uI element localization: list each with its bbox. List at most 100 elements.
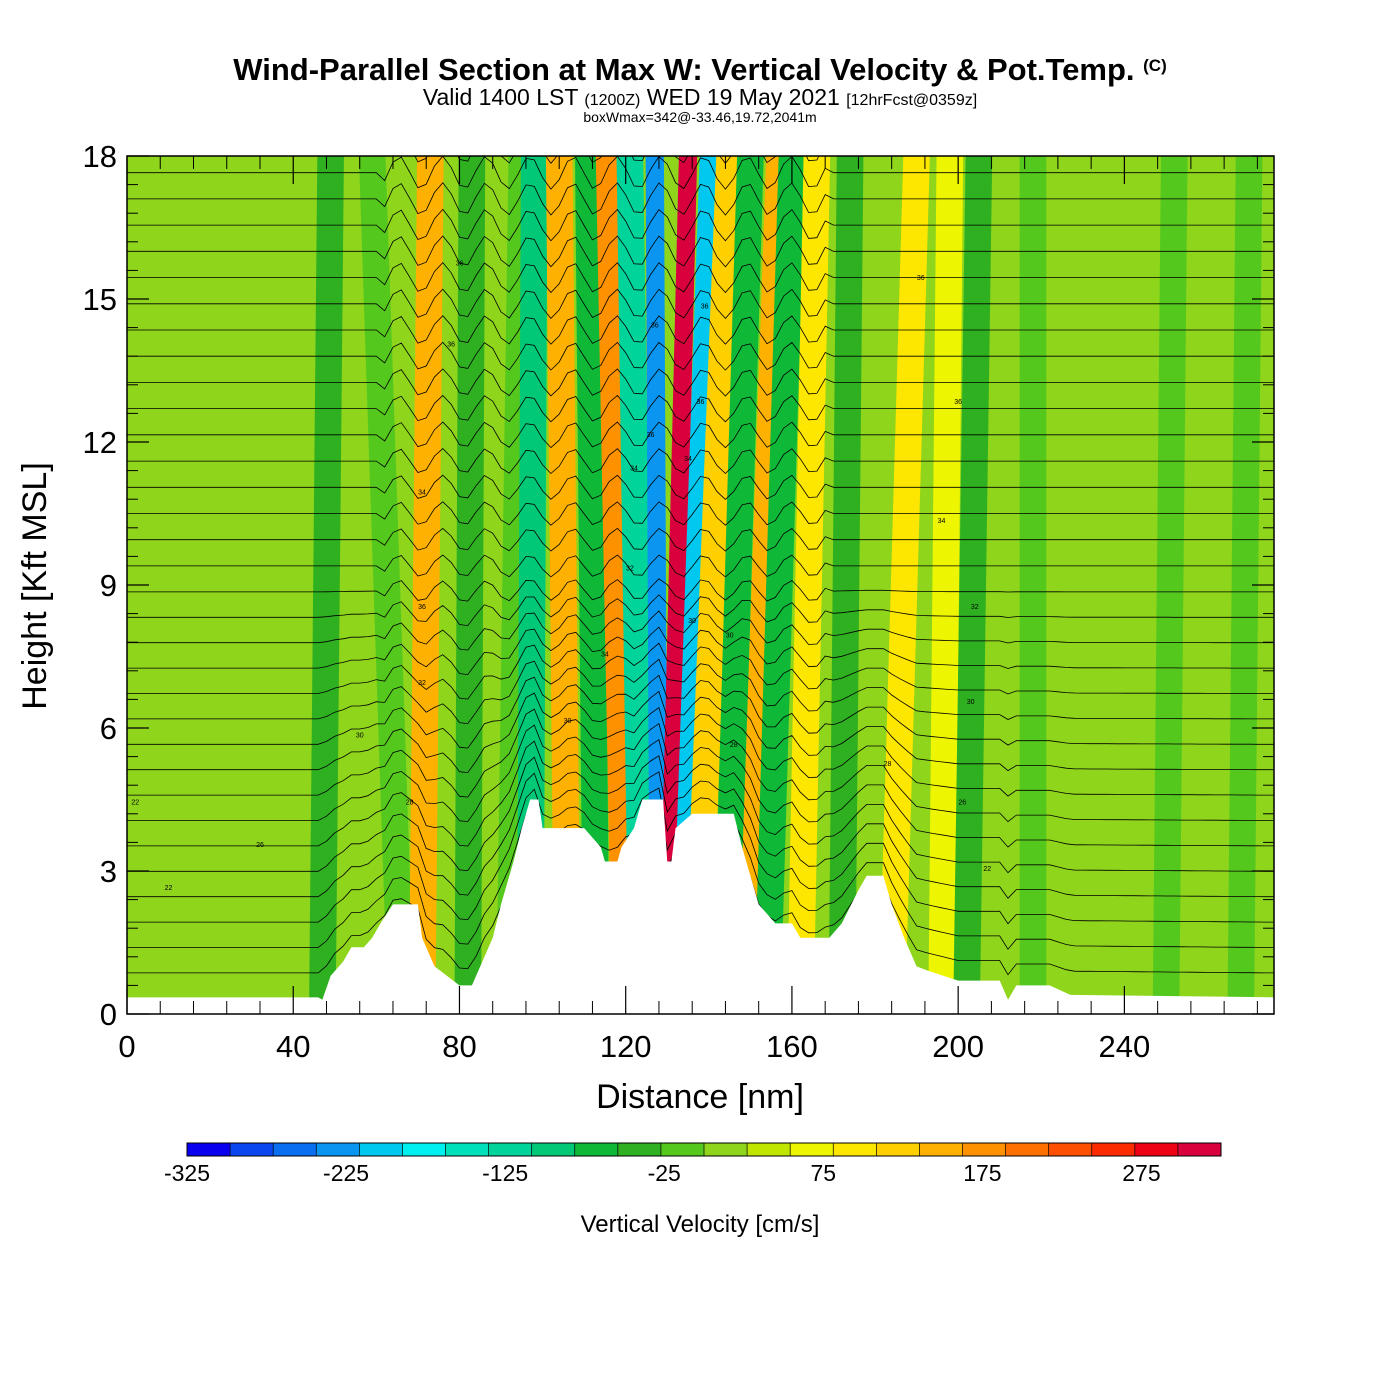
pot-temp-contour — [127, 421, 1274, 449]
pot-temp-contour — [127, 626, 1274, 676]
pot-temp-contour — [127, 722, 1274, 823]
pot-temp-contour — [127, 674, 1274, 749]
pot-temp-contour — [127, 755, 1274, 874]
pot-temp-contour — [127, 182, 1274, 216]
contour-label: 36 — [647, 432, 655, 439]
contour-label: 34 — [601, 652, 609, 659]
pot-temp-contour — [127, 642, 1274, 700]
colorbar-swatch — [1177, 1143, 1222, 1156]
velocity-band — [1227, 156, 1263, 1014]
y-axis-ticks: 0 36 9 12 15 18 — [83, 139, 1274, 1032]
colorbar-swatch — [1005, 1143, 1049, 1156]
pot-temp-contour — [127, 235, 1274, 268]
pot-temp-contour — [127, 474, 1274, 500]
colorbar-tick-label: -125 — [482, 1160, 528, 1186]
contour-label: 32 — [626, 566, 634, 573]
pot-temp-contour — [127, 315, 1274, 345]
x-tick-label: 40 — [276, 1029, 310, 1064]
pot-temp-contour — [127, 368, 1274, 397]
colorbar-swatch — [833, 1143, 877, 1156]
pot-temp-contours — [127, 156, 1274, 976]
colorbar-swatch — [316, 1143, 360, 1156]
contour-label: 36 — [917, 275, 925, 282]
contour-label: 36 — [651, 323, 659, 330]
pot-temp-contour — [127, 394, 1274, 423]
colorbar-tick-label: -25 — [648, 1160, 681, 1186]
x-tick-label: 80 — [442, 1029, 476, 1064]
x-tick-label: 120 — [600, 1029, 652, 1064]
colorbar-swatch — [445, 1143, 489, 1156]
contour-label: 36 — [701, 304, 709, 311]
contour-label: 30 — [564, 718, 572, 725]
colorbar-tick-label: 275 — [1122, 1160, 1160, 1186]
pot-temp-contour — [127, 448, 1274, 475]
contour-label: 26 — [256, 842, 264, 849]
velocity-band — [658, 156, 698, 1014]
y-axis-title: Height [Kft MSL] — [16, 462, 54, 710]
pot-temp-contour — [127, 288, 1274, 320]
contour-label: 22 — [131, 799, 139, 806]
contour-label: 28 — [884, 761, 892, 768]
x-axis-ticks: 0 40 80 120 160 200 240 — [118, 156, 1258, 1064]
contour-label: 28 — [730, 742, 738, 749]
colorbar-swatch — [1134, 1143, 1179, 1156]
forecast-info: [12hrFcst@0359z] — [846, 92, 978, 109]
colorbar-frame — [186, 1142, 1222, 1157]
contour-label: 36 — [697, 399, 705, 406]
contour-label: 34 — [938, 518, 946, 525]
x-tick-label: 240 — [1099, 1029, 1151, 1064]
pot-temp-contour — [127, 594, 1274, 627]
colorbar-swatch — [402, 1143, 446, 1156]
colorbar-swatch — [919, 1143, 963, 1156]
velocity-band — [1019, 156, 1047, 1014]
colorbar-swatch — [1048, 1143, 1093, 1156]
colorbar-swatch — [962, 1143, 1006, 1156]
y-tick-label: 18 — [83, 139, 117, 174]
valid-date: WED 19 May 2021 — [646, 84, 840, 110]
valid-time: Valid 1400 LST — [422, 84, 578, 110]
y-tick-label: 0 — [100, 997, 117, 1032]
contour-label: 28 — [406, 799, 414, 806]
pot-temp-contour — [127, 527, 1274, 552]
pot-temp-contour — [127, 771, 1274, 899]
pot-temp-contour — [127, 690, 1274, 774]
x-tick-label: 160 — [766, 1029, 818, 1064]
contour-label: 30 — [688, 618, 696, 625]
velocity-band — [953, 156, 993, 1014]
contour-label: 36 — [954, 399, 962, 406]
colorbar — [186, 1142, 1222, 1157]
y-tick-label: 12 — [83, 425, 117, 460]
terrain-mask — [127, 799, 1274, 1014]
pot-temp-contour — [127, 208, 1274, 242]
pot-temp-contour — [127, 787, 1274, 925]
contour-label: 26 — [958, 799, 966, 806]
velocity-band — [408, 156, 444, 1014]
pot-temp-contour — [127, 156, 1274, 190]
zulu-time: (1200Z) — [584, 92, 641, 109]
x-tick-label: 200 — [932, 1029, 984, 1064]
velocity-band — [358, 156, 415, 1014]
contour-label: 22 — [165, 885, 173, 892]
velocity-band — [1152, 156, 1188, 1014]
pot-temp-contour — [127, 658, 1274, 725]
velocity-band — [786, 156, 831, 1014]
y-tick-label: 9 — [100, 568, 117, 603]
pot-temp-contour — [127, 739, 1274, 848]
y-tick-label: 3 — [100, 854, 117, 889]
chart-subtitle: Valid 1400 LST (1200Z) WED 19 May 2021 [… — [0, 84, 1400, 111]
pot-temp-contour — [127, 578, 1274, 602]
colorbar-swatch — [359, 1143, 403, 1156]
colorbar-tick-label: 75 — [811, 1160, 837, 1186]
contour-label: 30 — [726, 632, 734, 639]
velocity-bands — [309, 156, 1263, 1014]
colorbar-swatch — [704, 1143, 748, 1156]
colorbar-swatch — [187, 1143, 231, 1156]
box-wmax-info: boxWmax=342@-33.46,19.72,2041m — [583, 109, 817, 125]
colorbar-swatch — [574, 1143, 619, 1156]
y-tick-label: 15 — [83, 282, 117, 317]
contour-label: 32 — [971, 604, 979, 611]
colorbar-tick-label: 175 — [963, 1160, 1001, 1186]
colorbar-swatch — [747, 1143, 791, 1156]
velocity-band — [753, 156, 806, 1014]
